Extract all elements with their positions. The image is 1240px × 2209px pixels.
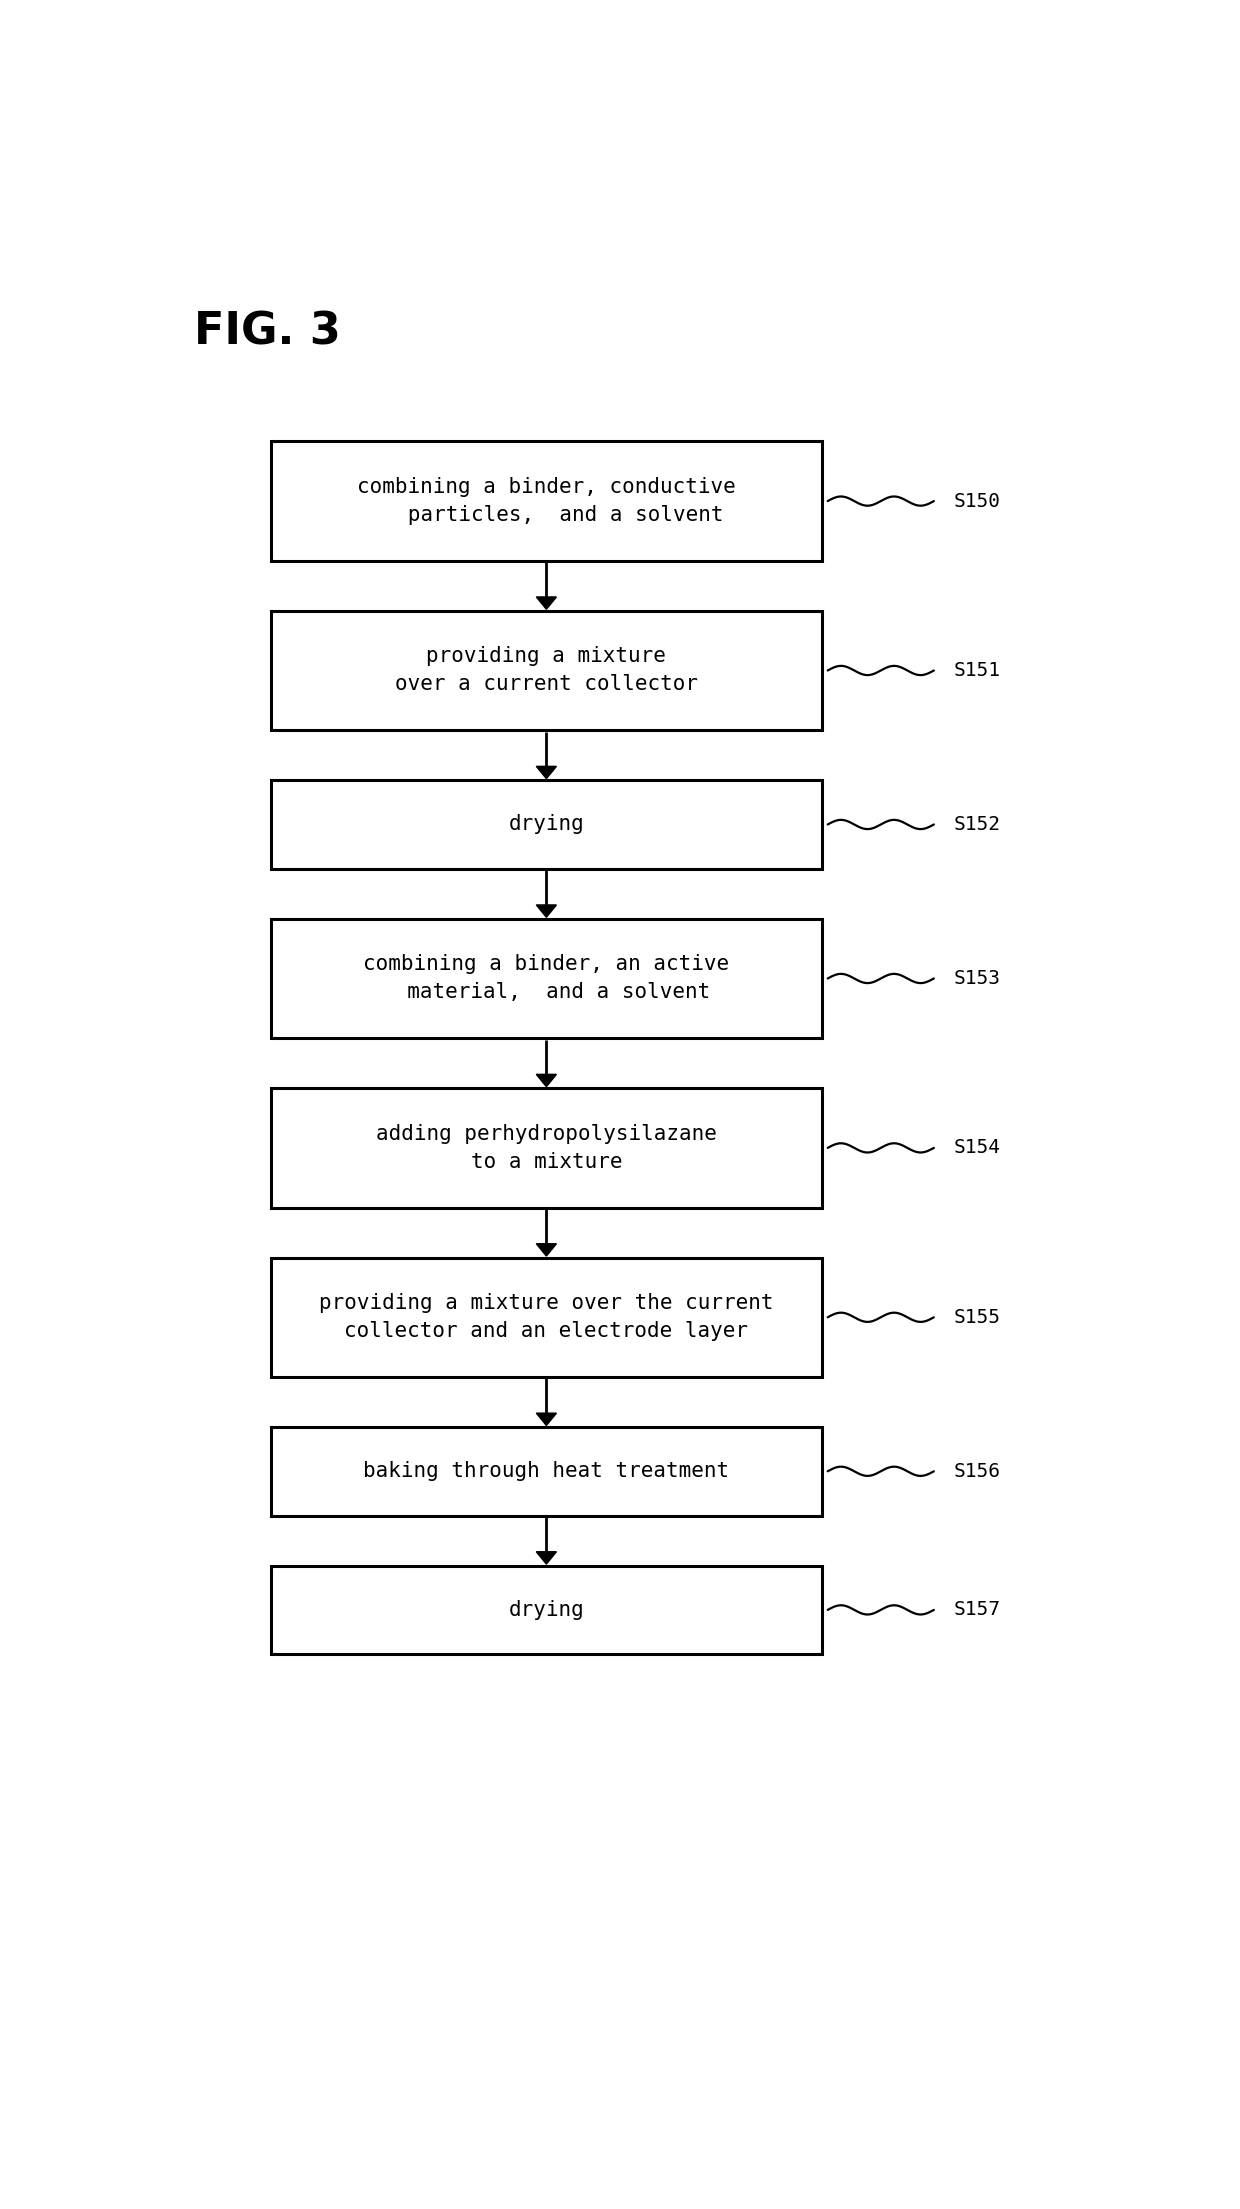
Polygon shape: [536, 906, 557, 917]
Text: S152: S152: [954, 815, 1001, 835]
Bar: [272, 442, 821, 561]
Polygon shape: [536, 1414, 557, 1425]
Bar: [272, 1089, 821, 1208]
Text: drying: drying: [508, 1599, 584, 1619]
Text: S154: S154: [954, 1138, 1001, 1158]
Bar: [272, 919, 821, 1038]
Text: S156: S156: [954, 1462, 1001, 1480]
Polygon shape: [536, 596, 557, 610]
Text: S150: S150: [954, 493, 1001, 510]
Polygon shape: [536, 1551, 557, 1564]
Text: FIG. 3: FIG. 3: [193, 311, 341, 353]
Polygon shape: [536, 1244, 557, 1257]
Text: S155: S155: [954, 1308, 1001, 1328]
Bar: [272, 1257, 821, 1376]
Bar: [272, 1566, 821, 1655]
Bar: [272, 1427, 821, 1515]
Text: providing a mixture over the current
collector and an electrode layer: providing a mixture over the current col…: [319, 1292, 774, 1341]
Text: providing a mixture
over a current collector: providing a mixture over a current colle…: [394, 647, 698, 694]
Text: drying: drying: [508, 815, 584, 835]
Bar: [272, 612, 821, 731]
Polygon shape: [536, 1074, 557, 1087]
Bar: [272, 780, 821, 868]
Text: S153: S153: [954, 970, 1001, 987]
Text: S151: S151: [954, 660, 1001, 680]
Text: combining a binder, an active
  material,  and a solvent: combining a binder, an active material, …: [363, 954, 729, 1003]
Text: adding perhydropolysilazane
to a mixture: adding perhydropolysilazane to a mixture: [376, 1124, 717, 1173]
Text: baking through heat treatment: baking through heat treatment: [363, 1462, 729, 1482]
Polygon shape: [536, 767, 557, 778]
Text: S157: S157: [954, 1599, 1001, 1619]
Text: combining a binder, conductive
   particles,  and a solvent: combining a binder, conductive particles…: [357, 477, 735, 526]
